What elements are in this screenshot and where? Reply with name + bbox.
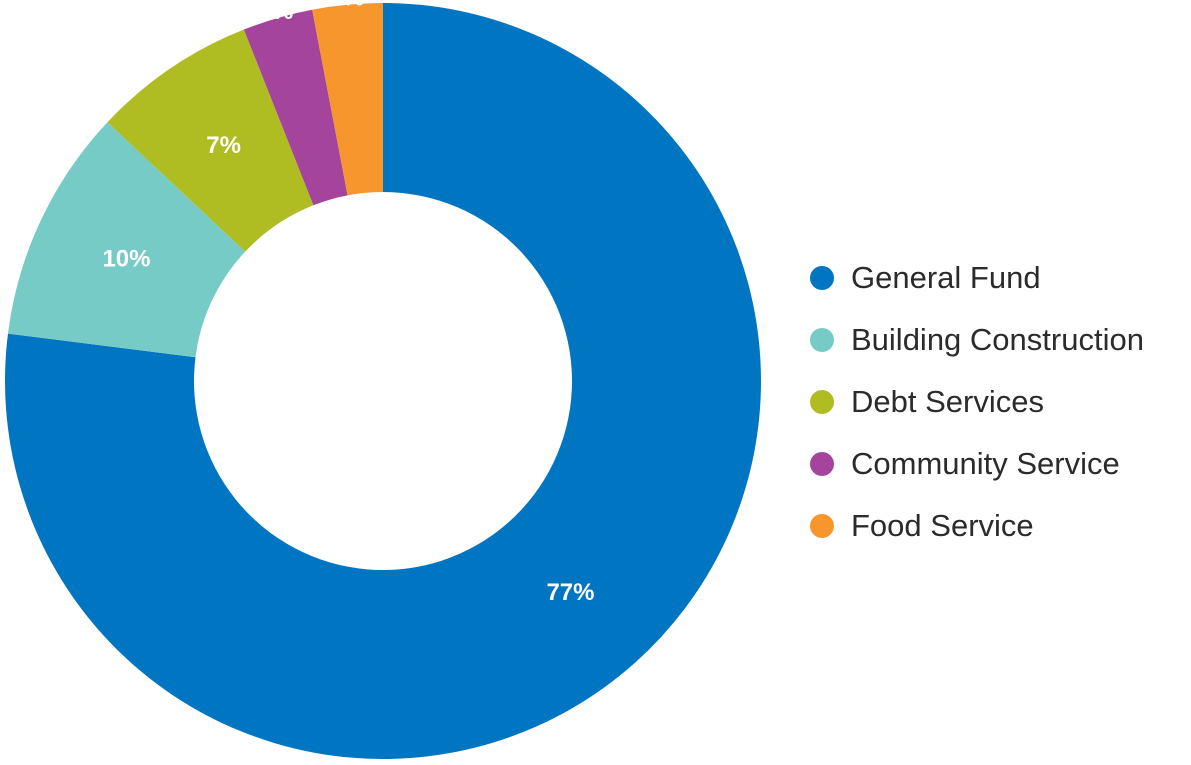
legend-item: Food Service <box>810 495 1144 557</box>
legend-swatch <box>810 452 834 476</box>
legend-item: General Fund <box>810 247 1144 309</box>
slice-label-general-fund: 77% <box>546 579 594 606</box>
slice-food-service <box>312 2 383 196</box>
legend-label: General Fund <box>851 260 1041 295</box>
slice-labels-group: 77% 10% 7% 3% 3% <box>102 0 594 606</box>
legend-label: Food Service <box>851 508 1034 543</box>
slices-group <box>5 2 762 759</box>
donut-chart-plot: 77% 10% 7% 3% 3% <box>5 0 762 759</box>
slice-building-construction <box>7 122 246 358</box>
legend-item: Debt Services <box>810 371 1144 433</box>
legend-label: Debt Services <box>851 384 1044 419</box>
legend-swatch <box>810 514 834 538</box>
slice-label-building-construction: 10% <box>102 246 150 273</box>
legend: General Fund Building Construction Debt … <box>810 247 1144 557</box>
legend-item: Community Service <box>810 433 1144 495</box>
slice-general-fund <box>5 3 762 759</box>
legend-swatch <box>810 328 834 352</box>
legend-item: Building Construction <box>810 309 1144 371</box>
slice-label-debt-services: 7% <box>206 132 241 159</box>
slice-debt-services <box>107 29 314 252</box>
slice-community-service <box>243 9 348 206</box>
legend-swatch <box>810 266 834 290</box>
slice-label-community-service: 3% <box>259 0 294 25</box>
slice-label-food-service: 3% <box>330 0 365 12</box>
legend-label: Building Construction <box>851 322 1144 357</box>
legend-swatch <box>810 390 834 414</box>
legend-label: Community Service <box>851 446 1120 481</box>
